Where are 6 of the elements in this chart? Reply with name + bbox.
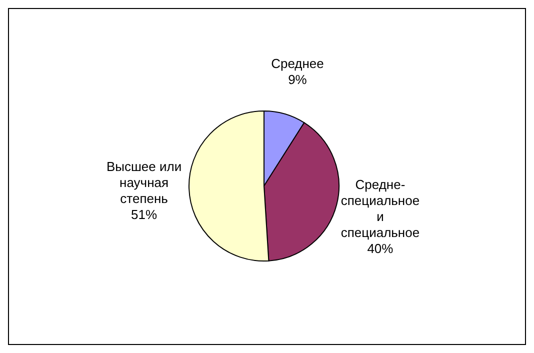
- slice-label: Высшее или научная степень: [106, 158, 182, 206]
- data-label: 9%: [288, 71, 308, 86]
- data-label: 40%: [367, 240, 394, 256]
- data-label: 51%: [131, 206, 158, 222]
- slice-label: Среднее: [271, 55, 324, 70]
- slice-label: Средне-специальное и специальное: [340, 176, 420, 240]
